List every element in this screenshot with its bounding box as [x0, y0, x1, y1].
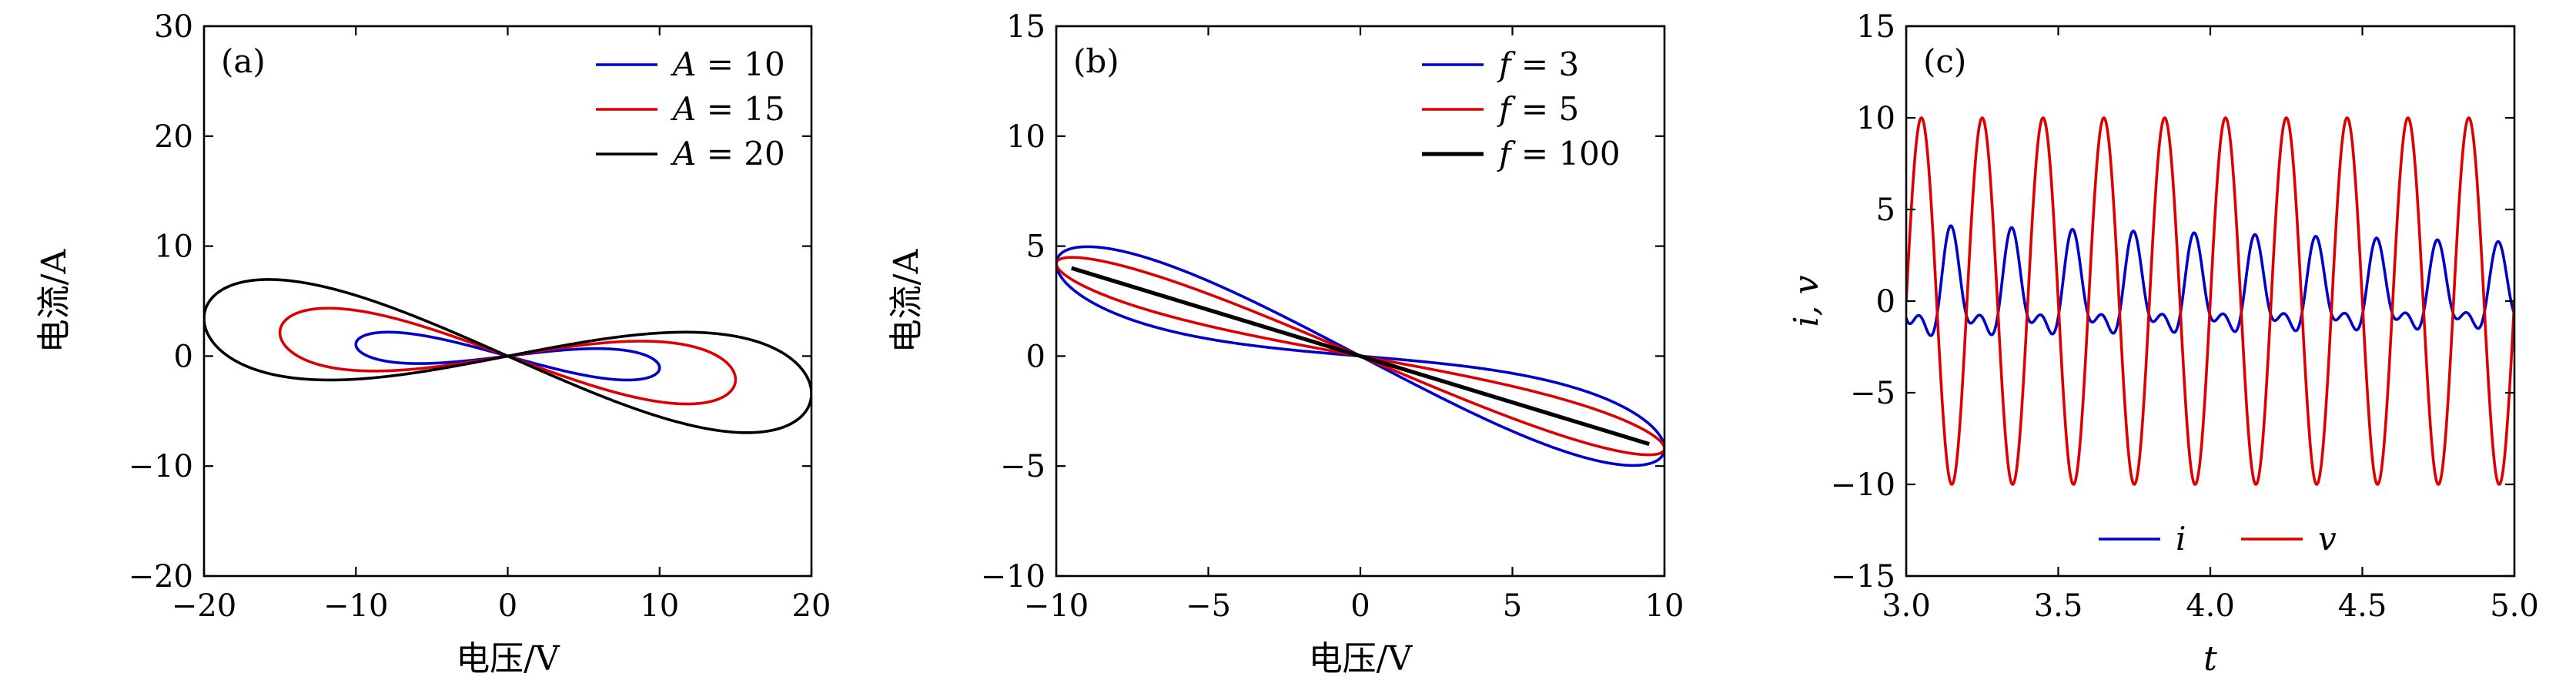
- x-tick-label: −5: [1186, 588, 1231, 624]
- legend-entry: f = 100: [1497, 135, 1621, 172]
- x-tick-label: 3.0: [1882, 588, 1931, 624]
- y-tick-label: 0: [1876, 284, 1895, 320]
- panel-a: −20 −10 0 10 20 −20 −10 0 10 20 30 电压/V 电流/A (a) A = 1…: [35, 9, 831, 678]
- y-tick-label: −10: [129, 449, 193, 484]
- y-tick-label: −10: [1831, 467, 1895, 503]
- x-tick-label: 10: [1645, 588, 1684, 624]
- y-axis-label: 电流/A: [35, 248, 74, 353]
- y-tick-label: 5: [1026, 229, 1045, 265]
- x-tick-label: 5: [1503, 588, 1522, 624]
- series-curve-2: [1056, 256, 1664, 457]
- y-tick-label: −5: [1000, 449, 1045, 484]
- panel-label: (b): [1073, 42, 1119, 80]
- plot-area: [204, 278, 811, 434]
- y-tick-label: −15: [1831, 559, 1895, 595]
- x-axis-label: 电压/V: [1309, 639, 1413, 678]
- plot-area: [1906, 116, 2514, 486]
- y-tick-label: 10: [154, 229, 193, 265]
- y-tick-label: 15: [1856, 9, 1895, 45]
- x-tick-label: 10: [640, 588, 679, 624]
- legend-entry: A = 15: [670, 90, 785, 128]
- x-tick-label: 4.0: [2186, 588, 2235, 624]
- x-tick-label: 20: [792, 588, 831, 624]
- series-curve-3: [1070, 266, 1651, 447]
- panel-label: (c): [1923, 42, 1966, 80]
- x-tick-label: 3.5: [2034, 588, 2083, 624]
- x-axis-label: 电压/V: [456, 639, 560, 678]
- legend: f = 3 f = 5 f = 100: [1422, 45, 1621, 172]
- y-tick-label: 0: [1026, 339, 1045, 374]
- y-axis-label: 电流/A: [887, 248, 926, 353]
- y-tick-label: 30: [154, 9, 193, 45]
- plot-area: [1056, 245, 1664, 467]
- x-tick-label: 5.0: [2490, 588, 2539, 624]
- x-tick-label: −20: [172, 588, 236, 624]
- legend-entry: A = 10: [670, 45, 785, 83]
- x-tick-label: −10: [1024, 588, 1089, 624]
- y-tick-label: 5: [1876, 193, 1895, 228]
- y-tick-label: −20: [129, 559, 193, 595]
- x-tick-label: −10: [323, 588, 388, 624]
- y-tick-label: −5: [1850, 376, 1895, 411]
- series-curve-v: [1906, 116, 2514, 486]
- x-tick-label: 0: [498, 588, 517, 624]
- y-tick-label: 0: [174, 339, 193, 374]
- y-axis-label: i, v: [1787, 275, 1826, 327]
- legend-entry: f = 5: [1497, 90, 1579, 128]
- y-tick-label: 15: [1006, 9, 1045, 45]
- series-curve-2: [278, 306, 738, 406]
- legend-entry: i: [2176, 520, 2186, 558]
- legend-entry: f = 3: [1497, 45, 1579, 83]
- legend-entry: v: [2318, 520, 2337, 558]
- x-tick-label: 4.5: [2338, 588, 2387, 624]
- series-curve-1: [1056, 245, 1664, 467]
- y-tick-label: 10: [1006, 119, 1045, 155]
- x-axis-label: t: [2203, 639, 2217, 678]
- series-curve-1: [354, 330, 661, 382]
- series-curve-3: [204, 278, 811, 434]
- legend: A = 10 A = 15 A = 20: [596, 45, 785, 172]
- y-tick-label: −10: [981, 559, 1045, 595]
- y-tick-label: 20: [154, 119, 193, 155]
- x-tick-label: 0: [1350, 588, 1370, 624]
- legend-entry: A = 20: [670, 135, 785, 172]
- panel-label: (a): [221, 42, 266, 80]
- y-tick-label: 10: [1856, 101, 1895, 136]
